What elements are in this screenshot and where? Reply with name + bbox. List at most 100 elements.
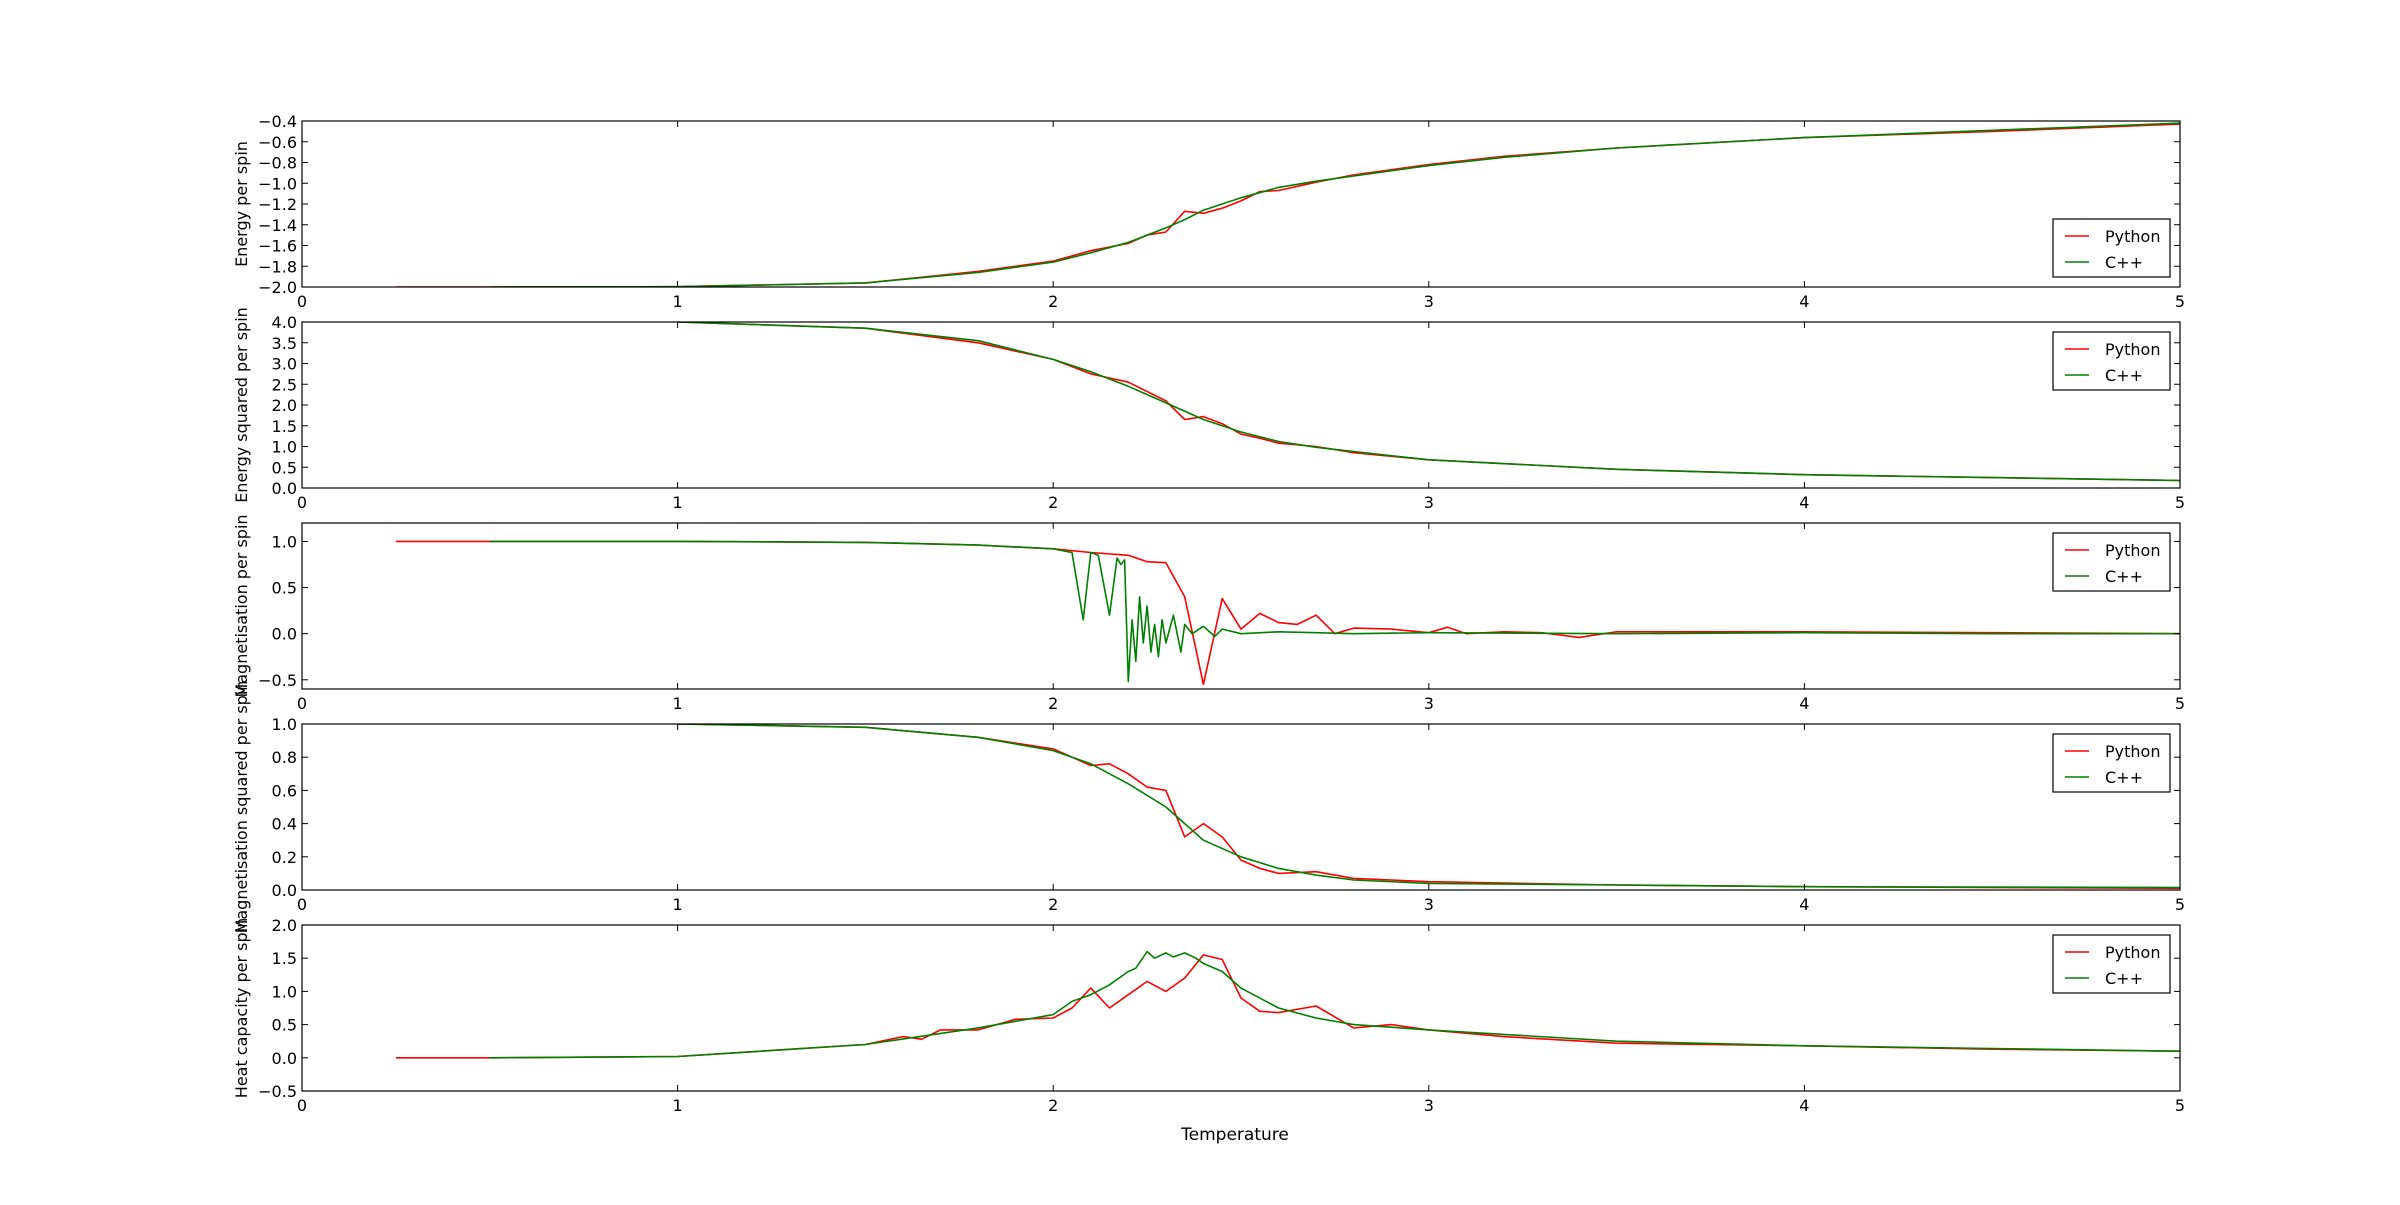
axes-frame [301,723,2181,891]
x-tick-label: 5 [2175,292,2185,311]
y-tick-label: 1.0 [272,532,297,551]
y-axis-label: Magnetisation squared per spin [232,681,251,934]
x-tick-label: 0 [297,1096,307,1115]
x-tick-label: 1 [673,1096,683,1115]
series-line-cpp [489,540,2180,683]
x-tick-label: 5 [2175,1096,2185,1115]
y-tick-label: −1.4 [258,216,297,235]
y-tick-label: 1.5 [272,949,297,968]
y-tick-label: 4.0 [272,313,297,332]
legend-entry: C++ [2105,253,2143,272]
y-tick-label: 2.0 [272,916,297,935]
y-tick-label: 0.5 [272,458,297,477]
series-line-python [395,540,2180,686]
y-axis-label: Energy squared per spin [232,307,251,503]
x-tick-label: 3 [1424,292,1434,311]
axes-frame [301,522,2181,690]
series-line-python [677,724,2180,890]
x-tick-label: 3 [1424,895,1434,914]
series-line-cpp [677,322,2180,482]
x-tick-label: 4 [1799,292,1809,311]
x-tick-label: 3 [1424,694,1434,713]
y-tick-label: 0.4 [272,815,297,834]
x-tick-label: 3 [1424,1096,1434,1115]
y-axis-label: Heat capacity per spin [232,918,251,1098]
y-tick-label: −0.5 [258,671,297,690]
x-tick-label: 2 [1048,292,1058,311]
legend-entry: C++ [2105,366,2143,385]
x-tick-label: 4 [1799,1096,1809,1115]
y-tick-label: −0.8 [258,154,297,173]
x-axis-label: Temperature [1180,1125,1289,1145]
x-tick-label: 5 [2175,493,2185,512]
legend-entry: Python [2105,227,2160,246]
legend-entry: Python [2105,943,2160,962]
axes-frame [301,321,2181,489]
y-tick-label: 2.0 [272,396,297,415]
y-tick-label: 3.5 [272,334,297,353]
x-tick-label: 0 [297,493,307,512]
subplot-1: 0 1 2 3 4 5 −2.0 −1.8−1.6 −1.4 −1.2 −1.0−0.8 −0.6 −0… [232,112,2185,311]
y-tick-label: 0.0 [272,625,297,644]
y-tick-label: −2.0 [258,278,297,297]
legend-entry: Python [2105,742,2160,761]
y-tick-label: 1.5 [272,417,297,436]
legend-entry: Python [2105,340,2160,359]
y-tick-label: 3.0 [272,355,297,374]
y-tick-label: 0.0 [272,1049,297,1068]
legend: Python C++ [2052,331,2171,391]
x-tick-label: 4 [1799,694,1809,713]
series-line-cpp [489,122,2180,287]
y-tick-label: 0.0 [272,479,297,498]
series-line-python [395,954,2180,1059]
y-tick-label: 1.0 [272,715,297,734]
y-tick-label: 0.6 [272,781,297,800]
y-tick-label: 1.0 [272,982,297,1001]
y-tick-label: −0.6 [258,133,297,152]
legend: Python C++ [2052,934,2171,994]
y-tick-label: −0.5 [258,1082,297,1101]
x-tick-label: 2 [1048,694,1058,713]
legend-entry: C++ [2105,768,2143,787]
legend-entry: C++ [2105,567,2143,586]
legend: Python C++ [2052,733,2171,793]
x-tick-label: 2 [1048,493,1058,512]
axes-frame [301,120,2181,288]
subplot-stack: 0 1 2 3 4 5 −2.0 −1.8−1.6 −1.4 −1.2 −1.0−0.8 −0.6 −0… [232,112,2185,1115]
y-tick-label: 0.5 [272,1016,297,1035]
y-tick-label: 0.0 [272,881,297,900]
x-tick-label: 0 [297,895,307,914]
x-tick-label: 2 [1048,895,1058,914]
y-tick-label: 0.8 [272,748,297,767]
y-tick-label: 1.0 [272,438,297,457]
series-line-python [677,322,2180,482]
subplot-3: 0 1 2 3 4 5 −0.5 0.0 0.5 1.0 Magnetisation per spi… [232,514,2185,713]
x-tick-label: 1 [673,292,683,311]
y-tick-label: 0.2 [272,848,297,867]
x-tick-label: 0 [297,292,307,311]
legend-entry: Python [2105,541,2160,560]
axes-frame [301,924,2181,1092]
series-line-cpp [489,950,2180,1059]
legend: Python C++ [2052,532,2171,592]
subplot-2: 0 1 2 3 4 5 0.0 0.51.0 1.5 2.0 2.53.0 3.5 4.0 Energy … [232,307,2185,512]
x-tick-label: 3 [1424,493,1434,512]
x-tick-label: 4 [1799,493,1809,512]
x-tick-label: 4 [1799,895,1809,914]
x-tick-label: 1 [673,493,683,512]
x-tick-label: 1 [673,694,683,713]
y-axis-label: Energy per spin [232,141,251,267]
y-tick-label: −0.4 [258,112,297,131]
y-tick-label: 2.5 [272,375,297,394]
series-line-python [395,123,2180,287]
x-tick-label: 5 [2175,694,2185,713]
subplot-4: 0 1 2 3 4 5 0.0 0.2 0.4 0.6 0.8 1.0 Magnetisation sq… [232,681,2185,934]
x-tick-label: 2 [1048,1096,1058,1115]
legend-entry: C++ [2105,969,2143,988]
subplot-5: 0 1 2 3 4 5 −0.5 0.0 0.5 1.0 1.5 2.0 Heat capacity p… [232,916,2185,1115]
series-line-cpp [677,724,2180,889]
y-tick-label: −1.6 [258,237,297,256]
x-tick-label: 1 [673,895,683,914]
y-tick-label: −1.8 [258,257,297,276]
